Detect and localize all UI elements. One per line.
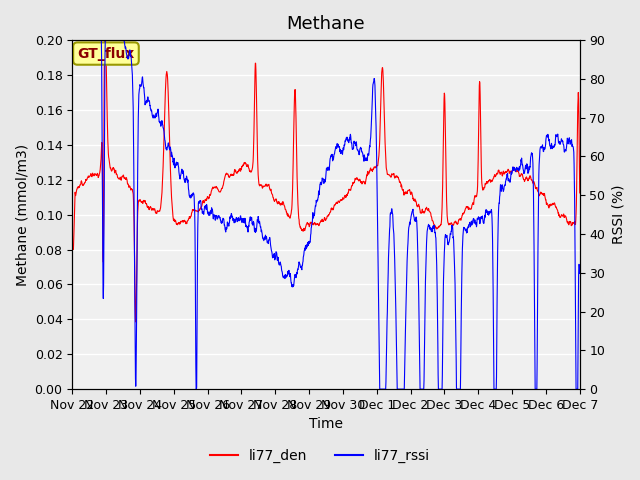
li77_den (278, 199, 286, 205)
li77_rssi (259, 233, 266, 239)
li77_den (276, 202, 284, 207)
Line: li77_rssi: li77_rssi (72, 40, 580, 389)
li77_den (68, 247, 76, 252)
li77_rssi (576, 271, 584, 276)
li77_rssi (192, 386, 200, 392)
li77_den (177, 218, 185, 224)
li77_den (97, 148, 105, 154)
li77_rssi (278, 269, 286, 275)
li77_den (576, 190, 584, 196)
X-axis label: Time: Time (309, 418, 343, 432)
li77_den (132, 319, 140, 325)
li77_rssi (415, 310, 423, 316)
Y-axis label: Methane (mmol/m3): Methane (mmol/m3) (15, 144, 29, 286)
li77_den (259, 184, 266, 190)
Title: Methane: Methane (287, 15, 365, 33)
li77_rssi (177, 173, 184, 179)
li77_den (101, 37, 109, 43)
Legend: li77_den, li77_rssi: li77_den, li77_rssi (204, 443, 436, 468)
li77_rssi (68, 37, 76, 43)
Line: li77_den: li77_den (72, 40, 580, 322)
li77_rssi (276, 262, 284, 268)
li77_rssi (97, 37, 105, 43)
Text: GT_flux: GT_flux (77, 47, 134, 60)
li77_den (415, 204, 423, 209)
Y-axis label: RSSI (%): RSSI (%) (611, 185, 625, 244)
